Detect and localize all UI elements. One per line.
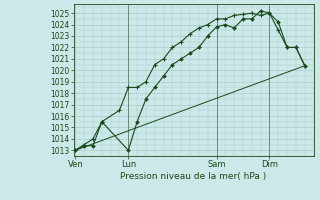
X-axis label: Pression niveau de la mer( hPa ): Pression niveau de la mer( hPa ) — [120, 172, 267, 181]
